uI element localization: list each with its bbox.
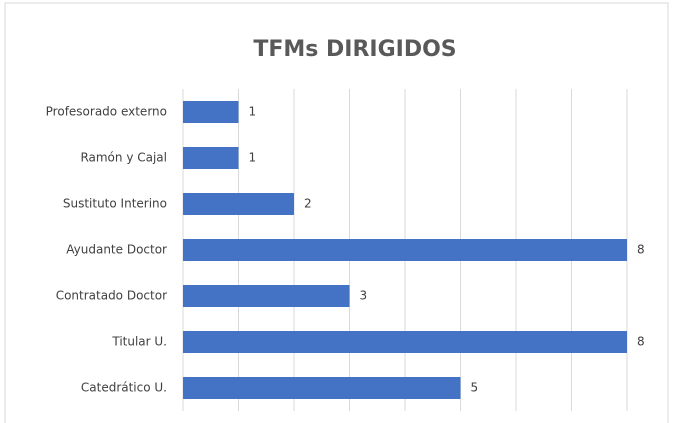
data-label: 8 xyxy=(637,335,645,349)
y-tick-label: Titular U. xyxy=(111,335,167,349)
chart-frame xyxy=(4,2,669,423)
data-label: 2 xyxy=(304,197,312,211)
y-tick-label: Ramón y Cajal xyxy=(80,151,167,165)
y-tick-label: Catedrático U. xyxy=(81,381,167,395)
data-label: 1 xyxy=(249,105,257,119)
data-label: 8 xyxy=(637,243,645,257)
bar xyxy=(183,377,461,399)
data-label: 3 xyxy=(360,289,368,303)
data-label: 5 xyxy=(471,381,479,395)
bar xyxy=(183,239,627,261)
y-tick-label: Ayudante Doctor xyxy=(66,243,167,257)
bar xyxy=(183,331,627,353)
y-tick-label: Sustituto Interino xyxy=(63,197,167,211)
bar xyxy=(183,147,239,169)
y-tick-label: Contratado Doctor xyxy=(56,289,167,303)
data-label: 1 xyxy=(249,151,257,165)
chart-title: TFMs DIRIGIDOS xyxy=(253,37,456,62)
bar xyxy=(183,101,239,123)
y-tick-label: Profesorado externo xyxy=(46,105,167,119)
bar xyxy=(183,193,294,215)
bar xyxy=(183,285,350,307)
